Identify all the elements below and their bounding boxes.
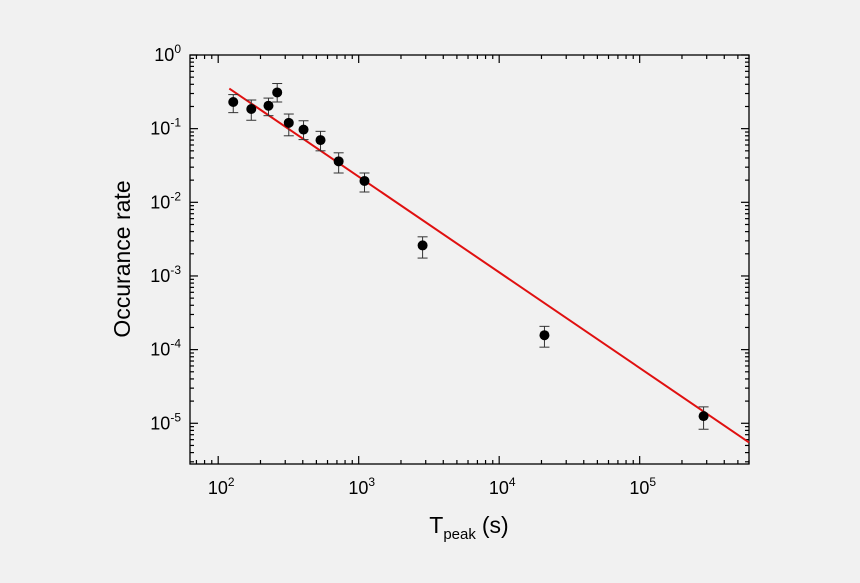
y-tick-label-base: 10 [154,45,174,65]
y-tick-label-exponent: -2 [170,189,181,203]
x-tick-label-exponent: 3 [368,475,375,489]
x-axis-label-sub: peak [443,526,476,543]
x-axis-label-unit: (s) [482,512,509,538]
fit-line-group [228,87,750,444]
y-axis-label: Occurance rate [109,180,135,337]
x-axis-label: Tpeak (s) [429,512,508,543]
plot-area-frame [189,54,750,465]
y-tick-label: 10-5 [150,410,181,433]
data-point [698,411,709,422]
y-tick-label: 100 [154,42,181,65]
error-bars [228,83,709,430]
data-point [539,330,550,341]
y-tick-label-base: 10 [150,119,170,139]
x-tick-label-base: 10 [208,478,228,498]
data-point [228,97,239,108]
data-point [315,135,326,146]
x-tick-label-base: 10 [489,478,509,498]
axis-ticks [190,54,750,464]
data-point [333,156,344,167]
x-tick-label-exponent: 5 [649,475,656,489]
data-points [228,87,709,422]
data-point [417,240,428,251]
x-axis-label-main: T [429,512,443,538]
x-tick-labels: 102 103 104 105 [208,475,657,498]
x-tick-label: 105 [629,475,656,498]
x-tick-label-exponent: 2 [228,475,235,489]
y-tick-label: 10-1 [150,116,181,139]
x-tick-label-exponent: 4 [509,475,516,489]
data-point [263,100,274,111]
y-tick-label-exponent: -4 [170,337,181,351]
data-point [298,124,309,135]
y-tick-label: 10-2 [150,189,181,212]
data-point [246,103,257,114]
y-tick-label-base: 10 [150,266,170,286]
y-tick-label: 10-3 [150,263,181,286]
x-tick-label: 103 [348,475,375,498]
y-tick-label-exponent: -1 [170,116,181,130]
data-point [359,175,370,186]
y-tick-label: 10-4 [150,337,181,360]
y-tick-label-exponent: -3 [170,263,181,277]
y-tick-label-base: 10 [150,192,170,212]
y-tick-label-exponent: 0 [174,42,181,56]
fit-line [228,87,750,444]
data-point [272,87,283,98]
y-tick-label-exponent: -5 [170,410,181,424]
data-point [283,117,294,128]
x-tick-label: 102 [208,475,235,498]
y-tick-label-base: 10 [150,413,170,433]
y-tick-label-base: 10 [150,340,170,360]
x-tick-label-base: 10 [348,478,368,498]
x-tick-label-base: 10 [629,478,649,498]
x-tick-label: 104 [489,475,516,498]
